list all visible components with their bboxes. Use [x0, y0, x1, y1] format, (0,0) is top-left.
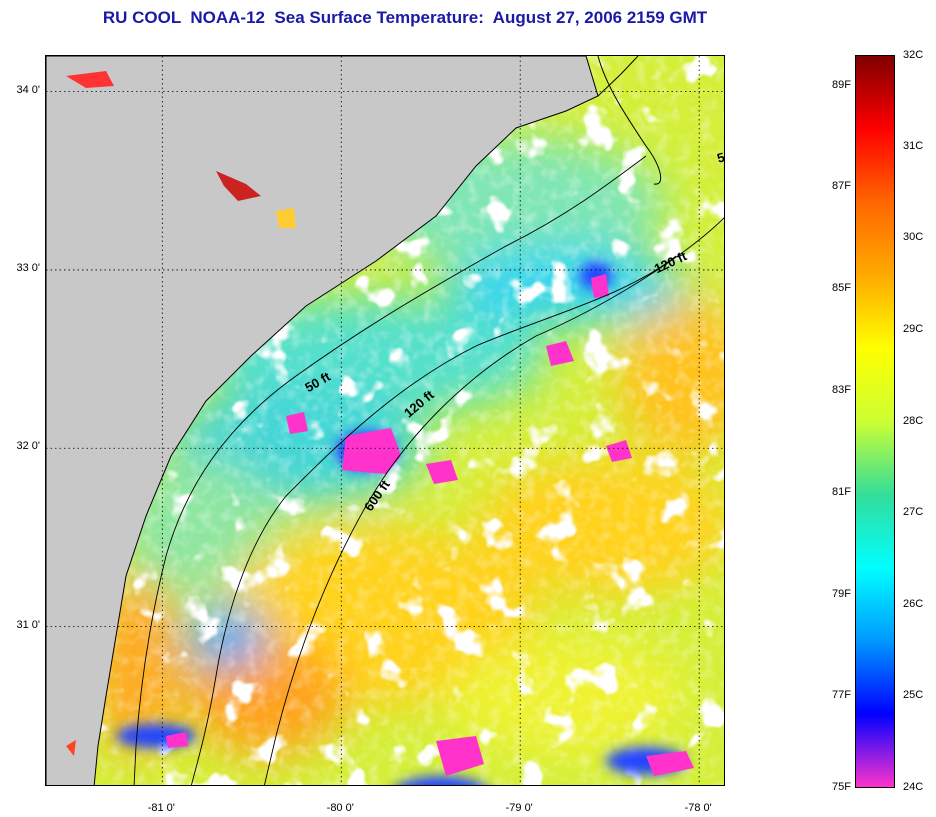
- colorbar-fahrenheit-label: 79F: [832, 587, 851, 600]
- latitude-tick-label: 34 0': [16, 83, 40, 96]
- colorbar-fahrenheit-label: 85F: [832, 282, 851, 295]
- colorbar-celsius-label: 30C: [903, 231, 924, 244]
- longitude-tick-label: -80 0': [326, 802, 354, 814]
- colorbar-fahrenheit-label: 89F: [832, 78, 851, 91]
- colorbar-celsius-label: 28C: [903, 414, 924, 427]
- latitude-tick-label: 31 0': [16, 618, 40, 631]
- longitude-tick-label: -79 0': [505, 802, 533, 814]
- map-title: RU COOL NOAA-12 Sea Surface Temperature:…: [102, 8, 708, 27]
- colorbar-fahrenheit-label: 87F: [832, 180, 851, 193]
- graticule: [46, 56, 724, 785]
- latitude-tick-label: 33 0': [16, 261, 40, 274]
- colorbar-celsius-label: 26C: [903, 597, 924, 610]
- colorbar-fahrenheit-label: 75F: [832, 781, 851, 793]
- colorbar-celsius-label: 29C: [903, 322, 924, 335]
- colorbar-celsius-label: 27C: [903, 506, 924, 519]
- colorbar-celsius-label: 24C: [903, 781, 924, 793]
- colorbar-fahrenheit-label: 83F: [832, 383, 851, 396]
- longitude-tick-label: -81 0': [147, 802, 175, 814]
- colorbar: [855, 55, 895, 788]
- colorbar-celsius-label: 31C: [903, 139, 924, 152]
- colorbar-celsius-label: 25C: [903, 689, 924, 702]
- latitude-tick-label: 32 0': [16, 440, 40, 453]
- colorbar-celsius-label: 32C: [903, 49, 924, 61]
- colorbar-fahrenheit-label: 77F: [832, 689, 851, 702]
- isobath-label: 600 ft: [723, 255, 725, 283]
- isobath-contours: [133, 155, 724, 785]
- land-mass: [46, 56, 599, 785]
- isobath-label: 50 ft: [715, 144, 725, 166]
- colorbar-fahrenheit-label: 81F: [832, 485, 851, 498]
- colorbar-gradient: [856, 56, 894, 787]
- inland-water: [66, 71, 296, 756]
- longitude-tick-label: -78 0': [684, 802, 712, 814]
